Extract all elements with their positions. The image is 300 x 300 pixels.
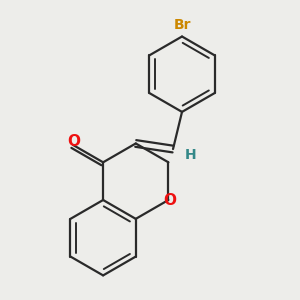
Text: Br: Br bbox=[173, 18, 191, 32]
Text: O: O bbox=[163, 194, 176, 208]
Text: H: H bbox=[184, 148, 196, 161]
Text: O: O bbox=[68, 134, 81, 149]
